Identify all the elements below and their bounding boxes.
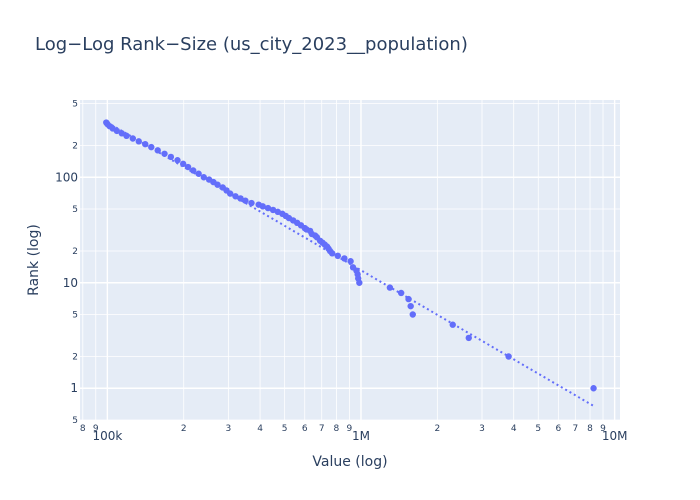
data-point <box>142 140 149 148</box>
data-point <box>397 289 405 297</box>
data-point <box>269 206 277 214</box>
data-point <box>334 252 341 260</box>
y-tick-label-minor: 2 <box>72 142 78 152</box>
chart-title: Log−Log Rank−Size (us_city_2023__populat… <box>35 34 468 55</box>
x-tick-label-major: 100k <box>92 429 122 443</box>
x-tick-label-minor: 3 <box>479 424 485 434</box>
x-axis-title: Value (log) <box>312 454 387 470</box>
x-tick-label-minor: 8 <box>334 424 340 434</box>
data-point <box>449 321 456 328</box>
data-point <box>200 174 208 181</box>
y-tick-label-minor: 2 <box>72 352 78 362</box>
y-axis-title: Rank (log) <box>26 224 42 296</box>
x-tick-label-minor: 4 <box>511 424 517 434</box>
data-point <box>505 353 512 360</box>
y-tick-label-major: 10 <box>63 276 78 290</box>
data-point <box>349 264 357 271</box>
y-tick-label-minor: 5 <box>72 416 78 426</box>
y-tick-label-major: 1 <box>70 381 78 395</box>
data-point <box>154 147 161 154</box>
y-tick-label-minor: 5 <box>72 311 78 321</box>
x-tick-label-minor: 9 <box>347 424 353 434</box>
data-point <box>190 167 197 174</box>
data-point <box>237 195 244 202</box>
x-tick-label-minor: 3 <box>226 424 232 434</box>
data-point <box>195 170 202 177</box>
data-point <box>386 284 394 291</box>
data-point <box>123 132 130 140</box>
x-tick-label-minor: 8 <box>80 424 86 434</box>
data-point <box>409 311 416 318</box>
x-tick-label-minor: 5 <box>282 424 288 434</box>
x-tick-label-minor: 7 <box>572 424 578 434</box>
x-tick-label-major: 1M <box>352 429 370 443</box>
y-tick-label-minor: 2 <box>72 247 78 257</box>
data-point <box>167 153 175 161</box>
data-point <box>103 119 110 126</box>
data-point <box>179 160 187 168</box>
data-point <box>264 204 272 212</box>
data-point <box>174 157 181 164</box>
y-tick-label-major: 100 <box>55 170 78 184</box>
x-tick-label-major: 10M <box>602 429 628 443</box>
data-point <box>341 255 348 262</box>
data-point <box>219 184 226 191</box>
data-point <box>255 201 262 208</box>
data-point <box>405 295 412 303</box>
data-points <box>103 119 597 392</box>
data-point <box>118 130 126 137</box>
data-point <box>129 135 137 142</box>
data-point <box>184 163 192 171</box>
data-point <box>248 199 255 207</box>
x-tick-label-minor: 2 <box>434 424 440 434</box>
x-tick-label-minor: 8 <box>587 424 593 434</box>
x-tick-label-minor: 6 <box>555 424 561 434</box>
data-point <box>205 176 213 183</box>
data-point <box>465 334 472 342</box>
x-tick-label-minor: 7 <box>319 424 325 434</box>
data-point <box>232 193 239 200</box>
data-point <box>407 302 414 310</box>
y-tick-label-minor: 5 <box>72 205 78 215</box>
data-point <box>347 258 354 265</box>
x-tick-label-minor: 5 <box>535 424 541 434</box>
data-point <box>148 143 155 151</box>
x-tick-label-minor: 2 <box>181 424 187 434</box>
x-tick-label-minor: 4 <box>257 424 263 434</box>
data-point <box>135 138 142 145</box>
y-tick-label-minor: 5 <box>72 100 78 110</box>
y-axis-ticks: 5 1 2 5 10 2 5 100 2 5 <box>55 100 78 426</box>
x-tick-label-minor: 9 <box>600 424 606 434</box>
data-point <box>274 208 282 216</box>
x-tick-label-minor: 9 <box>93 424 99 434</box>
data-point <box>242 197 249 204</box>
x-tick-label-minor: 6 <box>302 424 308 434</box>
data-point <box>161 150 168 157</box>
data-point <box>590 385 597 392</box>
